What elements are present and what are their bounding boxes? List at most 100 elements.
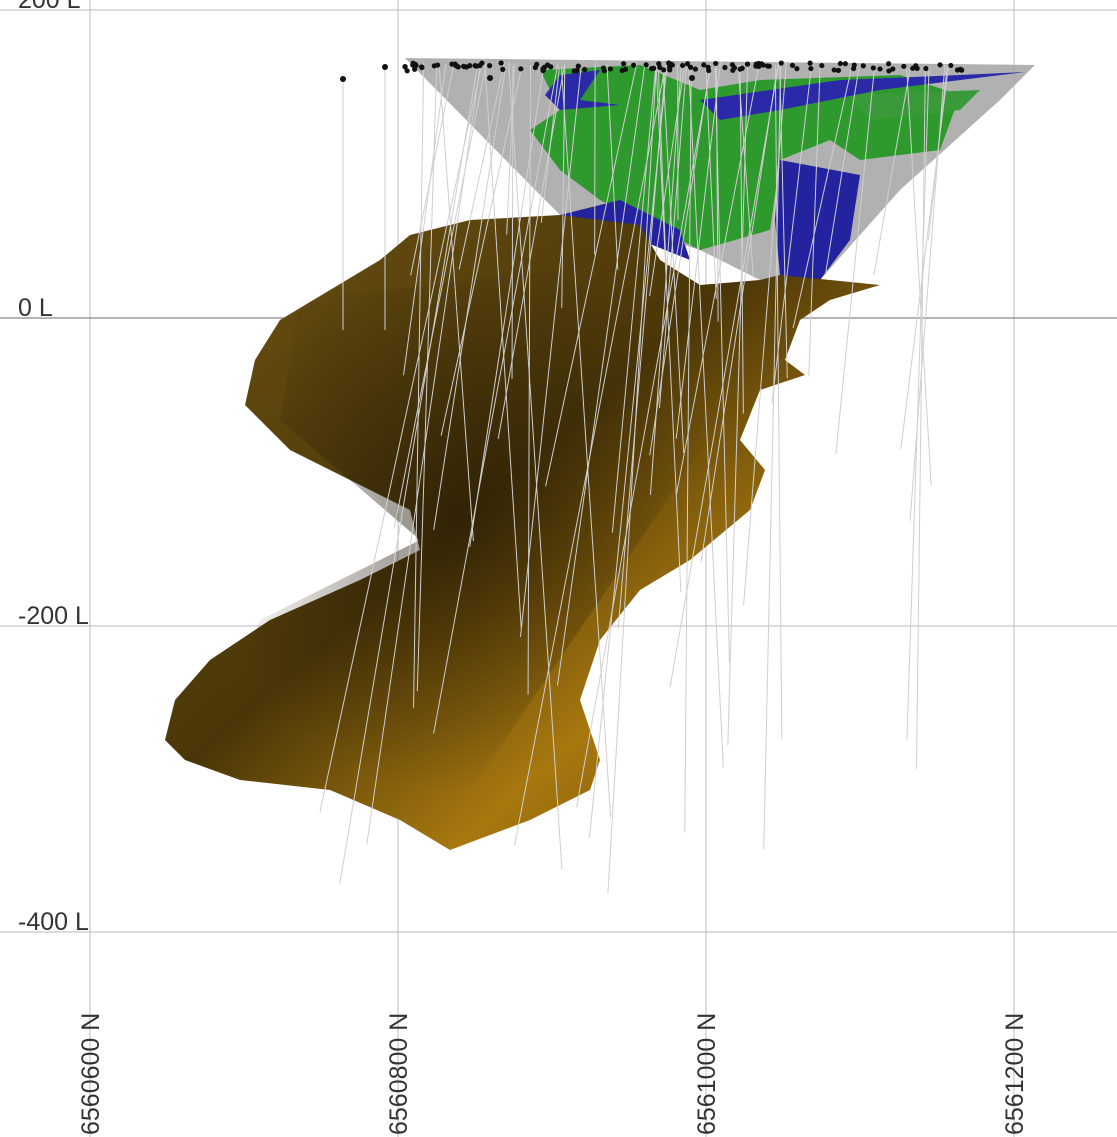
drillhole-trace <box>484 66 522 629</box>
collar <box>837 60 843 67</box>
drillhole-trace <box>416 64 438 692</box>
collar <box>860 63 866 69</box>
drillhole-trace <box>659 62 688 409</box>
northing-label: 6561000 N <box>693 1013 721 1135</box>
drillhole-trace <box>469 67 545 547</box>
collar <box>472 63 478 69</box>
collar <box>669 62 675 68</box>
collar <box>518 66 524 72</box>
collar <box>412 66 418 72</box>
collar <box>731 65 738 71</box>
drillhole-trace <box>915 65 926 769</box>
collar <box>477 63 483 69</box>
drillhole-trace <box>576 66 712 808</box>
collar <box>419 64 425 71</box>
drillhole-trace <box>763 64 782 850</box>
collar <box>842 61 848 67</box>
collar <box>575 63 581 69</box>
drillhole-trace <box>727 64 749 746</box>
drillhole-trace <box>545 63 638 487</box>
collar <box>435 62 441 68</box>
drillhole-trace <box>675 62 722 439</box>
collar <box>402 64 408 70</box>
collar <box>684 61 691 67</box>
collar <box>914 65 920 71</box>
drillhole-trace <box>824 64 860 275</box>
drillhole-trace <box>611 66 657 533</box>
collar <box>706 67 712 74</box>
collar <box>534 61 540 68</box>
drillhole-trace <box>519 67 582 637</box>
collar <box>794 66 800 72</box>
collar <box>382 64 388 70</box>
drillhole-trace <box>774 64 783 740</box>
axis-labels: 200 L 0 L -200 L -400 L 6560600 N 656080… <box>18 0 1029 1135</box>
collar <box>789 62 796 68</box>
drillhole-trace <box>688 66 724 768</box>
drillhole-trace <box>433 67 506 530</box>
collar <box>404 68 410 74</box>
drillhole-trace <box>438 64 474 542</box>
drillhole-trace <box>649 63 682 495</box>
collar <box>657 64 663 70</box>
drillhole-trace <box>458 62 505 270</box>
collar <box>901 63 907 69</box>
drillhole-trace <box>433 63 559 734</box>
northing-label: 6560800 N <box>385 1013 413 1135</box>
drillhole-trace <box>588 67 668 839</box>
collar <box>689 75 695 81</box>
collar <box>571 68 577 74</box>
collar <box>455 64 461 70</box>
collar <box>885 61 892 67</box>
collar <box>582 66 588 73</box>
drillhole-trace <box>737 64 754 278</box>
drillhole-trace <box>497 64 566 439</box>
collar <box>835 67 842 73</box>
drillhole-trace <box>705 64 717 299</box>
drillhole-trace <box>700 62 779 562</box>
drillhole-trace <box>906 67 930 741</box>
collar <box>753 61 759 67</box>
collar <box>692 66 699 72</box>
collar <box>948 62 954 69</box>
drillhole-trace <box>339 64 479 884</box>
drillhole-trace <box>655 64 682 593</box>
drillhole-trace <box>556 65 646 686</box>
drillhole-trace <box>835 63 876 455</box>
green-unit <box>850 90 980 120</box>
collar <box>877 66 883 72</box>
collar <box>622 66 629 72</box>
collar <box>461 64 467 70</box>
collar <box>713 60 719 67</box>
collar <box>766 63 772 69</box>
collar <box>831 67 837 73</box>
drillhole-trace <box>319 66 482 813</box>
drillhole-trace <box>514 65 666 846</box>
drillhole-trace <box>413 62 425 708</box>
orebody <box>165 215 880 850</box>
collar <box>886 68 892 74</box>
drillhole-trace <box>808 64 821 376</box>
drillholes <box>319 60 965 894</box>
collar <box>870 65 876 71</box>
collar <box>778 60 784 66</box>
drillhole-trace <box>649 63 712 456</box>
collar <box>910 65 916 71</box>
drillhole-trace <box>662 66 685 453</box>
collar <box>486 63 493 69</box>
drillhole-trace <box>714 67 730 663</box>
drillhole-trace <box>366 66 481 845</box>
drillhole-trace <box>669 62 780 687</box>
collar <box>410 60 416 66</box>
drillhole-trace <box>739 64 744 414</box>
collar <box>667 67 673 73</box>
collar <box>631 62 637 68</box>
drillhole-trace <box>508 62 563 870</box>
collar <box>487 75 493 81</box>
collar <box>850 65 857 72</box>
level-label: -400 L <box>18 908 89 936</box>
drillhole-trace <box>607 62 658 894</box>
drillhole-trace <box>560 66 612 818</box>
collar <box>548 64 554 70</box>
collar <box>722 64 728 71</box>
